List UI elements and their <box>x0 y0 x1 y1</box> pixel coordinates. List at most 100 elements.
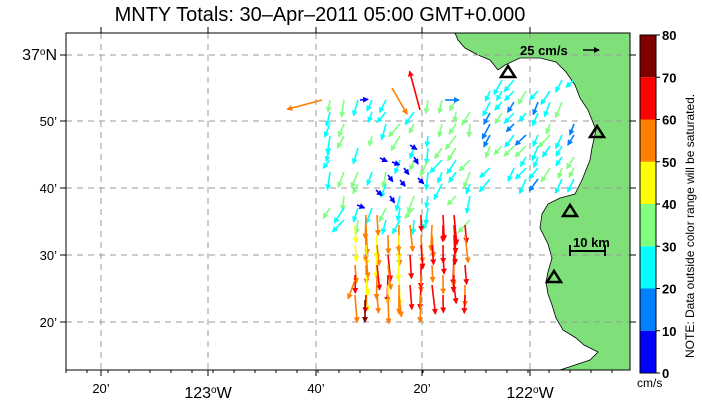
current-arrow <box>364 274 371 296</box>
current-arrow <box>378 207 387 223</box>
map-title: MNTY Totals: 30–Apr–2011 05:00 GMT+0.000 <box>114 4 526 26</box>
current-arrow <box>366 99 373 112</box>
current-arrow <box>390 135 401 152</box>
current-arrow <box>453 214 460 246</box>
current-arrow <box>540 167 551 183</box>
current-arrow <box>464 234 471 264</box>
current-arrow <box>333 207 345 224</box>
station-marker <box>587 123 607 139</box>
colorbar-segment <box>640 77 656 120</box>
current-arrow <box>446 147 457 162</box>
current-arrow <box>396 244 403 266</box>
x-tick-label: 20’ <box>92 381 109 396</box>
y-tick-label: 50’ <box>40 114 57 129</box>
current-arrow <box>557 167 563 179</box>
current-arrow <box>543 101 551 118</box>
current-arrow <box>322 207 331 220</box>
current-arrow <box>532 134 539 148</box>
y-axis-labels: 37oN 50’ 40’ 30’ 20’ <box>22 47 57 331</box>
current-arrow <box>325 99 332 113</box>
current-arrow <box>423 171 430 191</box>
current-arrow <box>433 183 443 201</box>
current-arrow <box>528 167 539 180</box>
current-arrow <box>409 224 416 253</box>
current-arrow <box>483 134 491 148</box>
colorbar-tick: 60 <box>662 113 676 128</box>
current-arrow <box>431 284 438 315</box>
radar-stations <box>498 63 607 284</box>
current-arrow <box>373 274 380 301</box>
current-arrow <box>350 171 359 189</box>
scale-bar-label: 10 km <box>573 235 610 250</box>
current-arrow <box>376 111 387 124</box>
current-arrow <box>494 101 503 111</box>
current-arrow <box>353 294 360 324</box>
current-arrow <box>555 156 563 167</box>
frame-ticks <box>60 27 636 376</box>
current-arrow <box>430 244 437 266</box>
current-arrow <box>404 207 415 219</box>
y-tick-label: 40’ <box>40 181 57 196</box>
current-arrow <box>503 145 515 157</box>
current-arrow <box>545 123 552 135</box>
current-arrow <box>481 123 491 140</box>
current-arrow <box>479 167 491 178</box>
current-arrow <box>423 99 430 115</box>
current-arrow <box>406 195 415 214</box>
current-arrow <box>531 112 539 127</box>
scale-arrow-label: 25 cm/s <box>520 43 568 58</box>
current-arrow <box>503 79 515 93</box>
station-marker <box>498 63 518 79</box>
current-arrow <box>325 171 332 191</box>
current-arrow <box>458 159 471 172</box>
colorbar-segment <box>640 204 656 247</box>
colorbar-tick: 20 <box>662 282 676 297</box>
current-arrow <box>395 207 402 222</box>
current-arrow <box>417 294 424 324</box>
station-marker <box>560 202 580 218</box>
colorbar-unit: cm/s <box>637 376 662 390</box>
current-arrow <box>337 171 345 188</box>
current-arrow <box>482 101 491 117</box>
current-arrow <box>542 145 551 158</box>
current-arrow <box>565 79 575 88</box>
plot-area <box>66 33 630 370</box>
map-frame <box>65 32 631 371</box>
current-arrow <box>566 178 575 193</box>
current-arrow <box>351 99 359 117</box>
current-arrow <box>567 134 575 146</box>
current-arrow <box>417 177 425 185</box>
colorbar-tick: 40 <box>662 197 676 212</box>
current-arrow <box>352 183 359 195</box>
current-arrow <box>532 101 539 116</box>
current-arrow <box>554 134 563 150</box>
current-arrow <box>504 134 515 148</box>
current-arrow <box>434 147 443 160</box>
current-arrow <box>514 145 527 158</box>
current-arrow <box>364 254 371 279</box>
current-arrow <box>448 171 457 184</box>
current-arrow <box>389 195 396 204</box>
current-arrow <box>437 123 443 138</box>
current-arrow <box>461 111 471 126</box>
x-tick-label: 20’ <box>413 381 430 396</box>
current-arrow <box>340 195 346 212</box>
current-arrow <box>324 111 331 127</box>
current-arrow <box>437 99 444 115</box>
current-arrow <box>364 284 371 312</box>
colorbar-tick: 0 <box>662 366 669 381</box>
colorbar-segment <box>640 161 656 204</box>
current-arrow <box>353 244 360 263</box>
current-arrow <box>424 195 430 209</box>
y-tick-label: 30’ <box>40 248 57 263</box>
current-arrow <box>387 264 394 291</box>
current-arrow <box>408 254 415 280</box>
current-arrow <box>452 284 459 305</box>
current-arrow <box>495 90 503 102</box>
current-arrow <box>529 90 539 101</box>
current-arrow <box>380 123 387 141</box>
current-arrow <box>465 183 471 195</box>
current-arrow <box>440 254 447 275</box>
current-arrow <box>353 264 360 285</box>
